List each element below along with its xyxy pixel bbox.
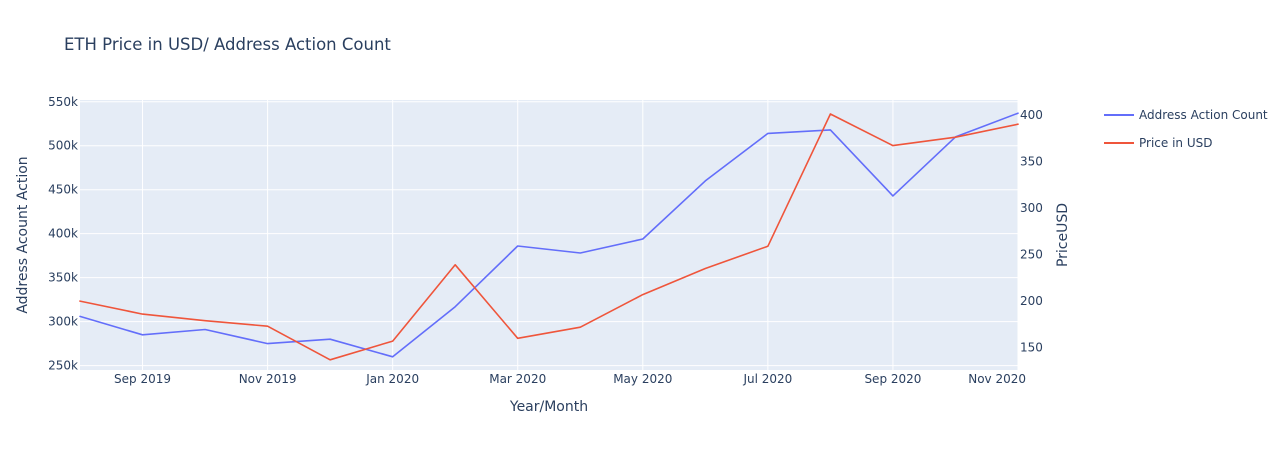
x-tick-label: Sep 2019 [114, 372, 171, 386]
series-lines [79, 112, 1019, 361]
y2-tick-label: 200 [1020, 294, 1043, 308]
gridlines [80, 100, 1019, 370]
y-tick-label: 500k [48, 139, 78, 153]
x-tick-label: Nov 2020 [968, 372, 1026, 386]
legend-label: Price in USD [1139, 136, 1212, 150]
y2-axis-ticks: 150 200 250 300 350 400 [1020, 108, 1043, 355]
y2-tick-label: 250 [1020, 248, 1043, 262]
y-tick-label: 250k [48, 359, 78, 373]
x-tick-label: Nov 2019 [239, 372, 297, 386]
x-tick-label: Jul 2020 [742, 372, 792, 386]
x-axis-ticks: Sep 2019 Nov 2019 Jan 2020 Mar 2020 May 2020… [114, 372, 1026, 386]
x-tick-label: Jan 2020 [365, 372, 419, 386]
x-axis-title: Year/Month [509, 399, 588, 415]
y2-tick-label: 350 [1020, 154, 1043, 168]
y2-tick-label: 150 [1020, 341, 1043, 355]
y2-tick-label: 400 [1020, 108, 1043, 122]
x-tick-label: May 2020 [613, 372, 672, 386]
y-tick-label: 350k [48, 271, 78, 285]
plot-background [80, 100, 1018, 370]
y-tick-label: 400k [48, 227, 78, 241]
legend: Address Action Count Price in USD [1104, 108, 1268, 150]
x-tick-label: Mar 2020 [489, 372, 546, 386]
legend-label: Address Action Count [1139, 108, 1268, 122]
y-axis-ticks: 250k 300k 350k 400k 450k 500k 550k [48, 95, 78, 373]
y-axis-title: Address Acount Action [15, 156, 31, 313]
y-tick-label: 450k [48, 183, 78, 197]
y2-axis-title: PriceUSD [1055, 203, 1071, 267]
y-tick-label: 300k [48, 315, 78, 329]
y2-tick-label: 300 [1020, 201, 1043, 215]
series-line-0 [79, 112, 1019, 358]
y-tick-label: 550k [48, 95, 78, 109]
series-line-1 [79, 113, 1019, 361]
chart-title: ETH Price in USD/ Address Action Count [64, 35, 391, 54]
x-tick-label: Sep 2020 [864, 372, 921, 386]
